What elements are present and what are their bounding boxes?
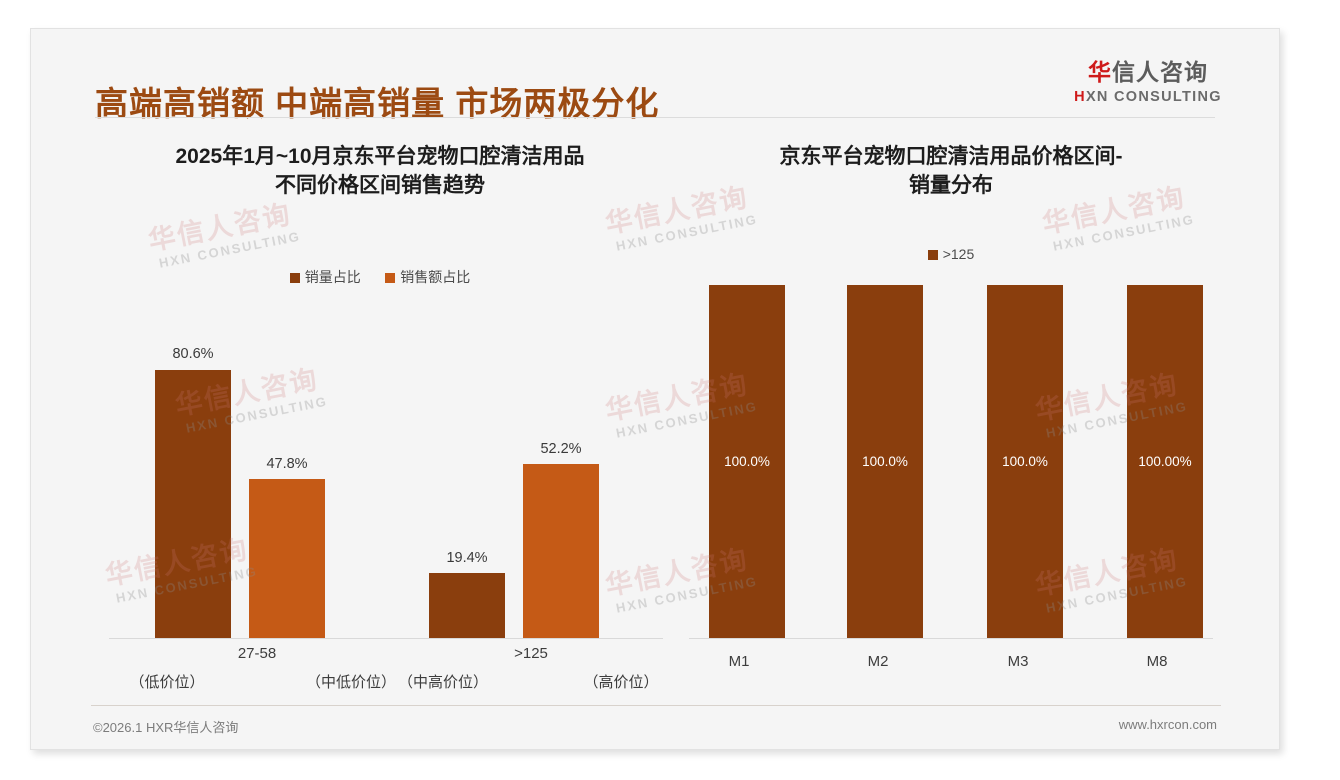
x-axis-line bbox=[689, 638, 1213, 639]
bar-amount-high[interactable] bbox=[523, 464, 599, 638]
bar-volume-low[interactable] bbox=[155, 369, 231, 638]
bar-m8[interactable] bbox=[1127, 285, 1203, 638]
x-axis-category-label: M1 bbox=[728, 653, 750, 670]
footer-divider bbox=[91, 705, 1221, 706]
x-axis-category-label: 27-58 bbox=[237, 645, 277, 662]
left-chart-panel: 2025年1月~10月京东平台宠物口腔清洁用品 不同价格区间销售趋势 销量占比 … bbox=[91, 125, 669, 695]
left-chart-plot-area: 80.6% 47.8% 19.4% 52.2% 27-58 >125 bbox=[91, 305, 669, 695]
bar-value-label: 80.6% bbox=[172, 346, 214, 363]
left-chart-title-line1: 2025年1月~10月京东平台宠物口腔清洁用品 bbox=[175, 145, 585, 168]
bar-value-label: 100.0% bbox=[862, 453, 908, 469]
bar-m2[interactable] bbox=[847, 285, 923, 638]
page-title: 高端高销额 中端高销量 市场两极分化 bbox=[95, 85, 660, 122]
bar-column[interactable]: 100.0% bbox=[987, 285, 1063, 638]
right-chart-plot-area: 100.0% 100.0% 100.0% 100.00% M1 M2 M3 M bbox=[681, 285, 1221, 695]
bar-column[interactable]: 19.4% bbox=[429, 305, 505, 638]
right-chart-bars: 100.0% 100.0% 100.0% 100.00% bbox=[689, 285, 1213, 638]
logo-h-char: H bbox=[1074, 89, 1086, 105]
logo-en-rest: XN CONSULTING bbox=[1085, 89, 1222, 105]
right-chart-title-line2: 销量分布 bbox=[909, 173, 993, 197]
bar-column[interactable]: 100.0% bbox=[709, 285, 785, 638]
left-chart-title-line2: 不同价格区间销售趋势 bbox=[275, 173, 485, 197]
logo-hua-char: 华 bbox=[1088, 59, 1112, 85]
footer-copyright: ©2026.1 HXR华信人咨询 bbox=[93, 720, 239, 735]
footer-website[interactable]: www.hxrcon.com bbox=[1118, 717, 1217, 732]
left-chart-legend: 销量占比 销售额占比 bbox=[91, 267, 669, 287]
bar-value-label: 52.2% bbox=[540, 440, 582, 457]
legend-item-sales-volume[interactable]: 销量占比 bbox=[289, 267, 361, 287]
x-axis-category-label: M8 bbox=[1146, 653, 1168, 670]
bar-column[interactable]: 100.00% bbox=[1127, 285, 1203, 638]
bar-column[interactable]: 47.8% bbox=[249, 305, 325, 638]
bar-value-label: 19.4% bbox=[446, 550, 488, 567]
legend-swatch-icon bbox=[927, 249, 938, 260]
x-axis-sub-label: （高价位） bbox=[583, 674, 659, 691]
left-chart-title: 2025年1月~10月京东平台宠物口腔清洁用品 不同价格区间销售趋势 bbox=[91, 143, 669, 201]
left-chart-bars: 80.6% 47.8% 19.4% 52.2% bbox=[109, 305, 663, 638]
logo-english-text: HXN CONSULTING bbox=[1057, 90, 1239, 105]
bar-column[interactable]: 52.2% bbox=[523, 305, 599, 638]
bar-value-label: 100.00% bbox=[1138, 453, 1192, 469]
x-axis-sub-label: （低价位） bbox=[129, 674, 205, 691]
right-chart-title: 京东平台宠物口腔清洁用品价格区间- 销量分布 bbox=[681, 143, 1221, 201]
right-chart-title-line1: 京东平台宠物口腔清洁用品价格区间- bbox=[779, 145, 1123, 168]
slide-header: 高端高销额 中端高销量 市场两极分化 华信人咨询 HXN CONSULTING bbox=[31, 29, 1279, 122]
legend-label: 销量占比 bbox=[304, 269, 361, 285]
bar-value-label: 47.8% bbox=[266, 455, 308, 472]
bar-value-label: 100.0% bbox=[1002, 453, 1048, 469]
legend-label: >125 bbox=[942, 245, 975, 262]
x-axis-category-label: >125 bbox=[514, 645, 548, 662]
right-chart-legend: >125 bbox=[681, 245, 1221, 263]
x-axis-sub-label: （中高价位） bbox=[397, 674, 488, 691]
x-axis-sub-label: （中低价位） bbox=[305, 674, 396, 691]
header-divider bbox=[95, 117, 1215, 118]
slide-canvas: 华信人咨询 HXN CONSULTING 华信人咨询 HXN CONSULTIN… bbox=[30, 28, 1280, 750]
bar-column[interactable]: 80.6% bbox=[155, 305, 231, 638]
bar-volume-high[interactable] bbox=[429, 573, 505, 638]
bar-m3[interactable] bbox=[987, 285, 1063, 638]
right-chart-panel: 京东平台宠物口腔清洁用品价格区间- 销量分布 >125 100.0% 100.0… bbox=[681, 125, 1221, 695]
legend-item-sales-amount[interactable]: 销售额占比 bbox=[385, 267, 470, 287]
x-axis-line bbox=[109, 638, 663, 639]
legend-swatch-icon bbox=[385, 273, 396, 283]
logo-chinese-text: 华信人咨询 bbox=[1057, 61, 1239, 84]
bar-m1[interactable] bbox=[709, 285, 785, 638]
legend-item-over-125[interactable]: >125 bbox=[927, 245, 975, 262]
logo-cn-rest: 信人咨询 bbox=[1112, 59, 1208, 85]
x-axis-category-label: M3 bbox=[1007, 653, 1029, 670]
bar-column[interactable]: 100.0% bbox=[847, 285, 923, 638]
legend-swatch-icon bbox=[289, 273, 300, 283]
bar-amount-low[interactable] bbox=[249, 478, 325, 638]
bar-value-label: 100.0% bbox=[724, 453, 770, 469]
x-axis-category-label: M2 bbox=[867, 653, 889, 670]
brand-logo: 华信人咨询 HXN CONSULTING bbox=[1057, 61, 1239, 105]
legend-label: 销售额占比 bbox=[400, 269, 471, 285]
